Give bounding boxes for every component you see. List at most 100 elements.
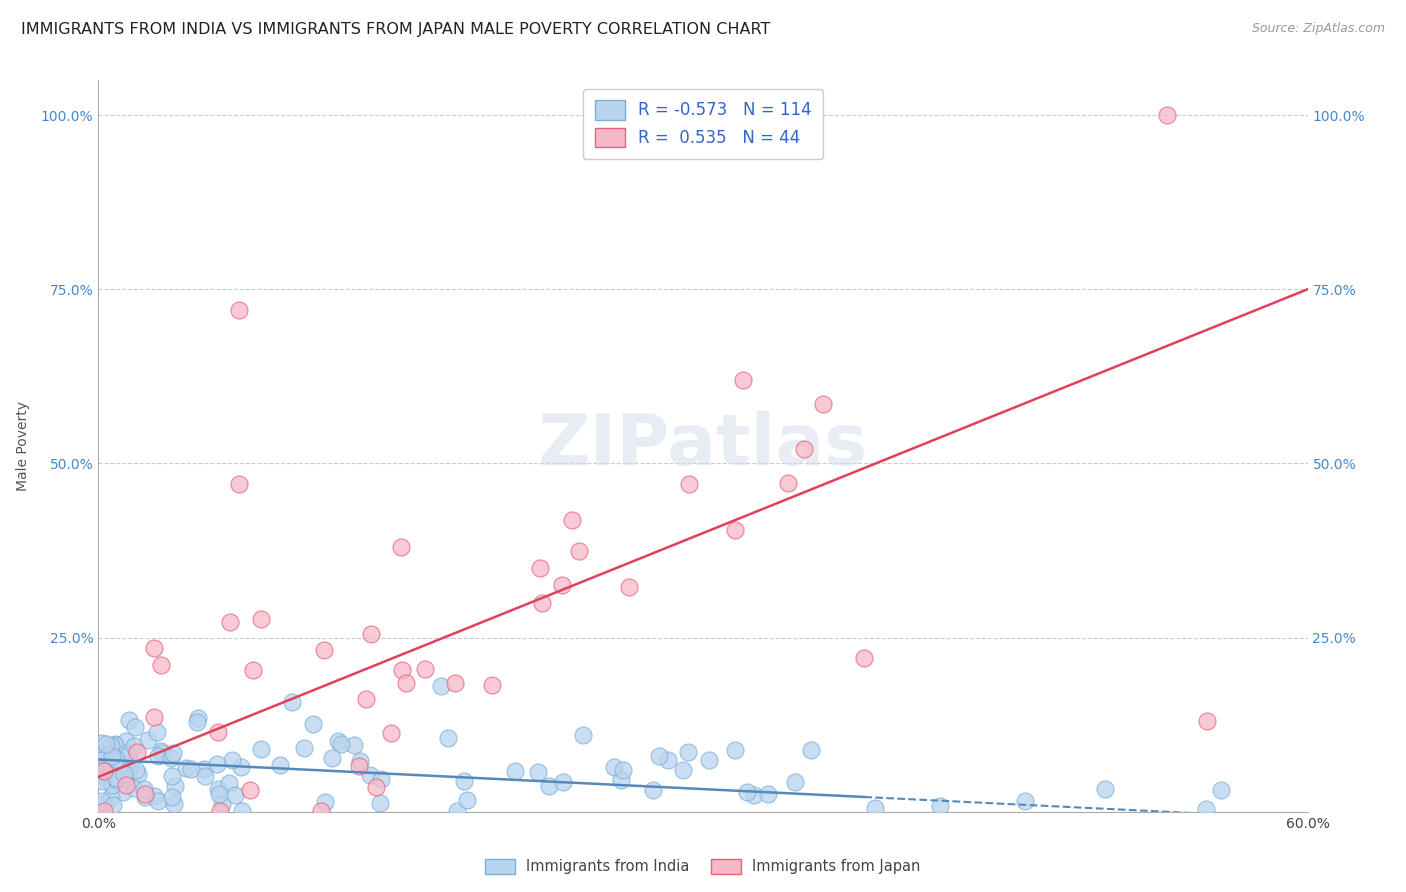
Point xyxy=(672,764,695,778)
Y-axis label: Male Poverty: Male Poverty xyxy=(15,401,30,491)
Point xyxy=(101,749,124,764)
Point xyxy=(312,642,335,657)
Point xyxy=(853,651,876,665)
Point xyxy=(91,763,114,777)
Point xyxy=(91,747,114,762)
Point xyxy=(97,747,120,762)
Point xyxy=(269,757,291,772)
Point xyxy=(1014,794,1036,808)
Point xyxy=(453,774,475,789)
Point xyxy=(120,756,142,771)
Legend: Immigrants from India, Immigrants from Japan: Immigrants from India, Immigrants from J… xyxy=(479,853,927,880)
Point xyxy=(530,596,553,610)
Point xyxy=(250,612,273,626)
Point xyxy=(571,727,593,741)
Point xyxy=(724,742,747,756)
Point xyxy=(1195,714,1218,728)
Point xyxy=(776,476,799,491)
Point xyxy=(162,746,184,760)
Point xyxy=(314,795,336,809)
Point xyxy=(360,627,382,641)
Point xyxy=(93,804,115,818)
Point xyxy=(444,675,467,690)
Point xyxy=(370,772,392,786)
Point xyxy=(114,778,136,792)
Point xyxy=(107,754,129,768)
Point xyxy=(218,776,240,790)
Point xyxy=(292,741,315,756)
Point xyxy=(678,745,700,759)
Point xyxy=(349,759,371,773)
Point xyxy=(537,779,560,793)
Point xyxy=(456,793,478,807)
Point xyxy=(1156,108,1178,122)
Point xyxy=(612,763,634,777)
Point xyxy=(160,769,183,783)
Point xyxy=(207,782,229,797)
Point xyxy=(104,758,127,772)
Point xyxy=(149,657,172,672)
Point xyxy=(127,766,149,780)
Point xyxy=(124,720,146,734)
Point xyxy=(101,778,124,792)
Point xyxy=(180,762,202,776)
Point xyxy=(91,736,114,750)
Point xyxy=(309,804,332,818)
Point xyxy=(91,794,114,808)
Point xyxy=(150,744,173,758)
Point xyxy=(1195,802,1218,816)
Point xyxy=(321,751,343,765)
Point xyxy=(91,774,114,789)
Point xyxy=(209,804,232,818)
Point xyxy=(389,540,412,554)
Point xyxy=(104,739,127,753)
Point xyxy=(735,785,758,799)
Point xyxy=(281,695,304,709)
Point xyxy=(146,794,169,808)
Point xyxy=(395,675,418,690)
Point xyxy=(380,726,402,740)
Point xyxy=(561,513,583,527)
Point xyxy=(793,442,815,457)
Point xyxy=(150,747,173,761)
Point xyxy=(134,787,156,801)
Text: Source: ZipAtlas.com: Source: ZipAtlas.com xyxy=(1251,22,1385,36)
Point xyxy=(811,396,834,410)
Point xyxy=(249,742,271,756)
Point xyxy=(505,764,527,778)
Point xyxy=(724,524,747,538)
Point xyxy=(132,782,155,797)
Point xyxy=(93,796,115,810)
Point xyxy=(112,767,135,781)
Point xyxy=(228,303,250,318)
Point xyxy=(105,772,128,787)
Point xyxy=(159,751,181,765)
Point xyxy=(104,737,127,751)
Text: ZIPatlas: ZIPatlas xyxy=(538,411,868,481)
Point xyxy=(186,714,208,729)
Point xyxy=(301,717,323,731)
Point xyxy=(114,772,136,786)
Point xyxy=(163,797,186,811)
Point xyxy=(100,739,122,753)
Point xyxy=(529,560,551,574)
Point xyxy=(148,749,170,764)
Point xyxy=(117,764,139,778)
Point xyxy=(354,692,377,706)
Point xyxy=(111,785,134,799)
Point xyxy=(105,771,128,785)
Point xyxy=(228,477,250,491)
Point xyxy=(783,775,806,789)
Point xyxy=(800,743,823,757)
Point xyxy=(610,773,633,788)
Point xyxy=(368,796,391,810)
Point xyxy=(163,779,186,793)
Point xyxy=(678,477,700,491)
Point xyxy=(481,678,503,692)
Point xyxy=(239,783,262,797)
Point xyxy=(744,789,766,803)
Point xyxy=(699,752,721,766)
Point xyxy=(193,762,215,776)
Point xyxy=(551,577,574,591)
Point xyxy=(97,774,120,789)
